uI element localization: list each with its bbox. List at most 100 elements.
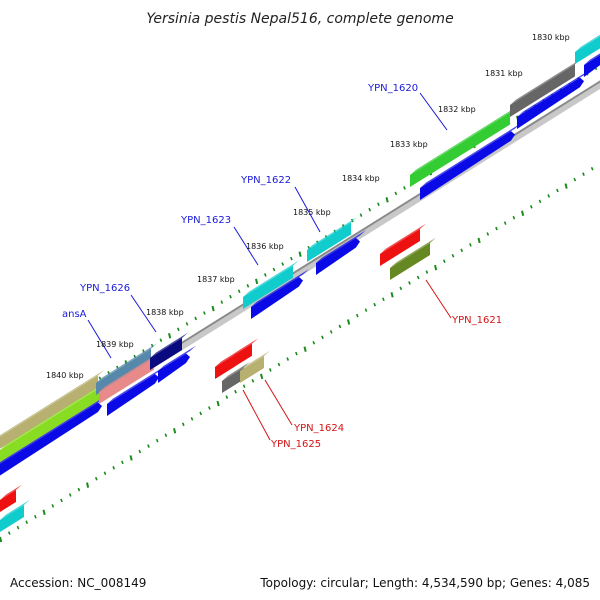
label-leader-line (87, 319, 112, 359)
label-leaders (87, 92, 452, 441)
tick-mark (521, 210, 525, 216)
label-leader-line (294, 186, 321, 233)
tick-mark (329, 330, 333, 334)
tick-mark (138, 449, 142, 454)
tick-row-lower (0, 166, 594, 543)
gene-bar-navy (150, 332, 188, 370)
tick-mark (451, 253, 455, 258)
tick-mark (234, 389, 237, 394)
tick-mark (51, 504, 55, 508)
tick-mark (0, 536, 3, 543)
tick-mark (112, 466, 116, 470)
tick-mark (460, 248, 464, 253)
tick-mark (190, 417, 194, 421)
tick-mark (164, 433, 168, 437)
tick-labels: 1830 kbp 1831 kbp 1832 kbp 1833 kbp 1834… (46, 33, 570, 380)
tick-mark (121, 460, 124, 465)
tick-mark (203, 311, 206, 315)
tick-mark (321, 335, 324, 340)
gene-label-ypn-1620: YPN_1620 (367, 83, 418, 94)
gene-bar-ypn-1624b (234, 338, 258, 367)
gene-bar-khaki (0, 370, 104, 449)
tick-mark (155, 438, 159, 443)
tick-mark (408, 281, 411, 285)
cds-bar-gray (517, 69, 590, 129)
tick-mark (68, 493, 72, 497)
cds-bar-edge (584, 53, 600, 77)
map-title: Yersinia pestis Nepal516, complete genom… (146, 11, 453, 27)
tick-mark (303, 346, 307, 352)
gene-labels: YPN_1620 YPN_1622 YPN_1623 YPN_1626 ansA… (62, 83, 502, 450)
tick-mark (469, 243, 472, 247)
tick-mark (403, 186, 406, 190)
tick-mark (211, 305, 215, 312)
gene-label-ypn-1622: YPN_1622 (240, 175, 291, 186)
tick-label-1836: 1836 kbp (246, 242, 284, 251)
tick-mark (385, 197, 389, 203)
tick-label-1837: 1837 kbp (197, 275, 235, 284)
tick-mark (368, 207, 372, 212)
genome-summary-text: Topology: circular; Length: 4,534,590 bp… (259, 576, 590, 590)
tick-mark (159, 338, 163, 342)
tick-mark (442, 259, 446, 263)
tick-mark (277, 362, 281, 367)
tick-mark (290, 256, 293, 261)
tick-mark (147, 444, 150, 448)
tick-mark (298, 251, 302, 257)
cds-bar-ypn-1626 (158, 345, 196, 383)
tick-mark (86, 482, 90, 488)
tick-mark (7, 531, 11, 535)
tick-label-1831: 1831 kbp (485, 69, 523, 78)
tick-mark (503, 221, 507, 225)
gene-bar-lime (0, 382, 106, 462)
label-leader-line (264, 379, 293, 426)
gene-bar-ypn-1620 (410, 107, 516, 187)
tick-mark (246, 284, 250, 288)
tick-mark (486, 232, 490, 236)
gene-bar-ypn-1625 (222, 361, 250, 393)
tick-mark (168, 333, 172, 339)
cds-bar-ypn-1623 (251, 269, 309, 319)
tick-mark (312, 340, 316, 345)
tick-mark (60, 498, 63, 503)
tick-mark (272, 267, 276, 272)
tick-label-1835: 1835 kbp (293, 208, 331, 217)
tick-mark (547, 194, 551, 198)
gene-bar-ypn-1624a (215, 349, 241, 379)
gene-label-ypn-1626: YPN_1626 (79, 283, 130, 294)
gene-bar-gray (510, 58, 581, 117)
tick-mark (582, 172, 585, 176)
tick-mark (564, 183, 568, 189)
tick-mark (129, 455, 133, 461)
tick-mark (416, 275, 420, 280)
label-leader-line (425, 279, 452, 319)
tick-mark (399, 286, 403, 291)
tick-mark (556, 188, 559, 193)
tick-mark (225, 395, 229, 399)
accession-text: Accession: NC_008149 (10, 576, 146, 590)
tick-mark (377, 202, 380, 207)
tick-mark (338, 324, 342, 329)
tick-mark (173, 428, 177, 434)
tick-mark (359, 213, 363, 217)
tick-mark (199, 411, 203, 416)
gene-label-ypn-1624: YPN_1624 (293, 423, 344, 434)
gene-bar-ypn-1621 (390, 237, 436, 280)
gene-label-ypn-1621: YPN_1621 (451, 315, 502, 326)
tick-mark (434, 264, 438, 271)
tick-mark (16, 525, 20, 530)
cds-bar-ypn-1620 (420, 123, 521, 200)
tick-mark (255, 278, 259, 285)
tick-mark (237, 289, 241, 294)
tick-mark (295, 351, 298, 356)
tick-mark (242, 384, 246, 389)
tick-mark (229, 294, 232, 299)
gene-label-ypn-1625: YPN_1625 (270, 439, 321, 450)
tick-mark (364, 308, 368, 312)
gene-bar-ypn-1622 (307, 217, 357, 262)
gene-features (0, 34, 600, 532)
tick-mark (42, 509, 46, 516)
tick-label-1839: 1839 kbp (96, 340, 134, 349)
tick-mark (25, 520, 29, 524)
